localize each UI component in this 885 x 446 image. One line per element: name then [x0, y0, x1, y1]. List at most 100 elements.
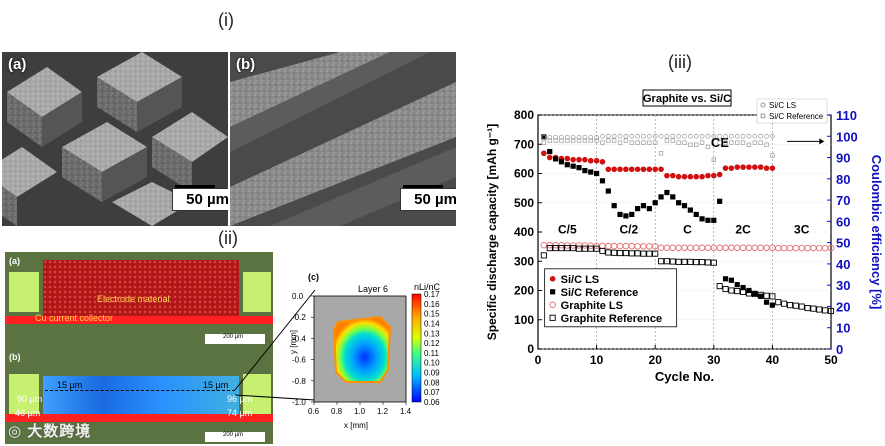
data-point-si-c-ls	[664, 172, 670, 179]
data-point-si-c-reference-ce	[588, 138, 593, 143]
data-point-si-c-reference	[752, 290, 758, 297]
data-point-si-c-ls	[711, 172, 717, 179]
data-point-si-c-ls	[593, 157, 600, 164]
data-point-si-c-ls	[693, 173, 700, 180]
data-point-si-c-ls-ce	[688, 133, 693, 139]
colorbar-tick-label: 0.07	[424, 388, 440, 397]
data-point-si-c-ls-ce	[734, 133, 740, 139]
data-point-si-c-ls	[634, 166, 641, 173]
rate-label: 2C	[735, 222, 751, 236]
y2-tick-label: 60	[836, 214, 850, 229]
data-point-si-c-reference-ce	[711, 157, 716, 162]
data-point-si-c-reference	[552, 156, 559, 162]
rate-label: C	[683, 222, 692, 236]
data-point-si-c-ls-ce	[635, 133, 640, 139]
data-point-si-c-ls-ce	[764, 133, 769, 139]
data-point-si-c-reference	[547, 148, 553, 155]
data-point-si-c-reference-ce	[758, 140, 763, 145]
legend-label: Graphite Reference	[561, 313, 662, 325]
data-point-si-c-ls	[628, 166, 635, 173]
sem-a-scale-text: 50 µm	[186, 191, 228, 208]
data-point-graphite-reference	[640, 250, 647, 257]
y2-tick-label: 0	[836, 342, 843, 357]
data-point-si-c-ls	[587, 157, 594, 164]
data-point-si-c-ls-ce	[758, 133, 764, 139]
data-point-graphite-reference	[622, 250, 629, 257]
data-point-si-c-reference	[576, 165, 582, 171]
data-point-si-c-ls-ce	[559, 134, 564, 140]
data-point-si-c-ls	[740, 164, 746, 170]
ce-legend-marker-si-c-ref	[760, 113, 766, 119]
data-point-si-c-ls-ce	[717, 133, 723, 139]
data-point-si-c-reference	[758, 293, 764, 299]
section-ii-label: (ii)	[218, 228, 238, 248]
data-point-si-c-reference	[617, 211, 623, 218]
x-tick-label: 10	[590, 353, 604, 367]
data-point-si-c-reference	[582, 167, 588, 174]
data-point-graphite-reference	[652, 250, 659, 257]
data-point-si-c-reference-ce	[641, 140, 646, 145]
heatmap-panel: (c) Layer 6 nLi/nC 0.6 0.8 1.0	[290, 270, 455, 430]
data-point-si-c-reference	[658, 194, 664, 200]
data-point-si-c-ls	[746, 164, 752, 170]
data-point-graphite-reference	[763, 292, 770, 299]
rate-label: C/2	[619, 222, 638, 236]
y2-tick-label: 80	[836, 172, 850, 187]
dim-top-left: 15 µm	[57, 380, 83, 390]
data-point-si-c-reference-ce	[612, 138, 617, 143]
sem-b-scale: 50 µm	[400, 185, 456, 211]
data-point-si-c-reference	[629, 211, 635, 218]
data-point-si-c-ls	[757, 164, 764, 170]
data-point-si-c-ls	[646, 166, 653, 173]
data-point-si-c-ls-ce	[676, 133, 681, 139]
data-point-si-c-reference-ce	[653, 140, 658, 145]
data-point-si-c-reference-ce	[694, 142, 699, 147]
legend-label: Si/C Reference	[561, 287, 639, 299]
heatmap-c-tag: (c)	[308, 272, 319, 282]
dim-bottom-left: 46 µm	[15, 408, 41, 418]
data-point-si-c-reference-ce	[717, 140, 722, 145]
data-point-si-c-reference	[599, 178, 606, 184]
ce-legend-box	[756, 98, 828, 124]
data-point-si-c-ls-ce	[752, 133, 758, 139]
colorbar-tick-label: 0.09	[424, 369, 440, 378]
sem-a-scale: 50 µm	[172, 185, 228, 211]
data-point-si-c-reference	[676, 200, 682, 206]
heatmap-y-ticks: 0.0 -0.2 -0.4 -0.6 -0.8 -1.0	[292, 292, 314, 407]
data-point-si-c-reference-ce	[735, 140, 740, 145]
data-point-graphite-reference	[804, 304, 811, 312]
data-point-graphite-reference	[587, 245, 594, 252]
right-cap-a	[243, 272, 271, 312]
sem-a-scale-bar	[175, 185, 215, 188]
data-point-si-c-ls	[658, 166, 664, 173]
data-point-si-c-reference	[646, 206, 652, 212]
heatmap-colorbar-ticks: 0.170.160.150.140.130.120.110.100.090.08…	[424, 290, 440, 407]
y2-tick-label: 40	[836, 257, 850, 272]
heatmap-x-tick-label: 1.0	[354, 407, 366, 416]
watermark-text: 大数跨境	[27, 423, 92, 440]
chart-title-box	[642, 89, 732, 107]
heatmap-svg: 0.6 0.8 1.0 1.2 1.4 0.0-0.2-0.4-0.6-0.8-1.0 …	[290, 290, 440, 430]
data-point-si-c-ls-ce	[641, 133, 646, 139]
data-point-si-c-reference-ce	[582, 138, 588, 143]
data-point-si-c-reference	[717, 198, 723, 204]
data-point-si-c-ls	[722, 165, 729, 171]
heatmap-title: Layer 6	[358, 284, 389, 294]
data-point-si-c-ls-ce	[605, 133, 611, 139]
heatmap-x-tick-label: 0.6	[308, 407, 320, 416]
capacity-chart: 0 10 20 30 40 5001002003004005006007008000102…	[485, 89, 884, 384]
data-point-si-c-reference	[711, 217, 717, 223]
optical-panel-a: (a) Electrode material Cu current collec…	[5, 252, 273, 348]
data-point-si-c-reference	[687, 207, 693, 213]
data-point-si-c-reference-ce	[635, 140, 640, 145]
data-point-si-c-ls	[669, 172, 676, 179]
data-point-graphite-reference	[687, 258, 694, 265]
heatmap-ylabel: y [mm]	[290, 330, 298, 354]
data-point-graphite-reference	[611, 249, 618, 256]
optical-a-scale-text: 200 µm	[223, 334, 244, 340]
x-tick-label: 30	[707, 353, 721, 367]
electrode-region-b	[43, 376, 239, 420]
data-point-si-c-reference-ce	[647, 140, 652, 145]
right-cap-b	[243, 374, 271, 414]
data-point-si-c-reference-ce	[559, 138, 564, 143]
